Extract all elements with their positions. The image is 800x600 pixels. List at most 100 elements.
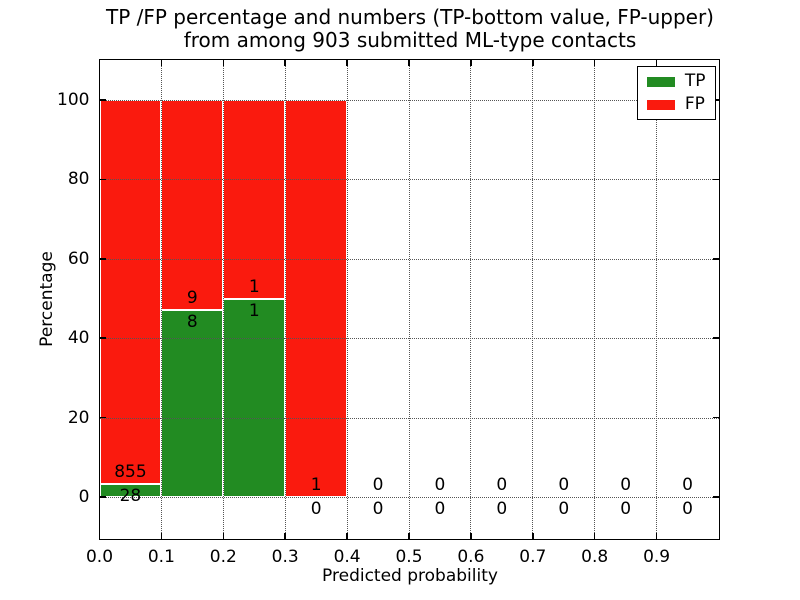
- y-tick-mark: [99, 337, 106, 339]
- gridline-x: [408, 60, 410, 539]
- gridline-x: [594, 60, 596, 539]
- chart-title: TP /FP percentage and numbers (TP-bottom…: [100, 6, 720, 52]
- x-tick-label: 0.0: [85, 547, 114, 567]
- chart-title-line2: from among 903 submitted ML-type contact…: [183, 28, 637, 52]
- gridline-x: [470, 60, 472, 539]
- x-tick-mark: [284, 60, 286, 66]
- gridline-x: [284, 60, 286, 539]
- tp-count-label: 0: [310, 499, 322, 519]
- fp-count-label: 0: [496, 475, 508, 495]
- x-tick-mark: [98, 533, 101, 539]
- tp-count-label: 0: [558, 499, 570, 519]
- tp-count-label: 0: [620, 499, 632, 519]
- y-tick-label: 100: [57, 90, 90, 110]
- x-tick-mark: [408, 533, 410, 539]
- gridline-x: [160, 60, 162, 539]
- x-tick-mark: [160, 533, 163, 539]
- gridline-y: [99, 417, 719, 419]
- y-tick-mark: [712, 258, 719, 260]
- bar-segment-fp: [285, 100, 348, 497]
- x-tick-mark: [98, 60, 101, 66]
- x-tick-mark: [160, 60, 163, 66]
- x-tick-label: 0.8: [581, 547, 609, 567]
- y-tick-label: 0: [78, 487, 90, 507]
- x-tick-label: 0.3: [271, 547, 299, 567]
- x-tick-label: 0.1: [147, 547, 175, 567]
- fp-legend-swatch: [646, 99, 675, 110]
- y-tick-mark: [99, 416, 106, 419]
- x-tick-label: 0.6: [457, 547, 485, 567]
- x-tick-mark: [222, 60, 225, 66]
- y-tick-mark: [712, 99, 719, 101]
- gridline-x: [346, 60, 348, 539]
- x-tick-mark: [655, 533, 658, 539]
- bar-segment-tp: [161, 310, 224, 497]
- bar-segment-fp: [223, 100, 286, 299]
- x-tick-mark: [222, 533, 225, 539]
- fp-count-label: 0: [372, 475, 384, 495]
- x-tick-mark: [470, 60, 472, 66]
- y-tick-mark: [99, 496, 106, 498]
- x-tick-label: 0.2: [209, 547, 237, 567]
- y-tick-mark: [99, 178, 106, 181]
- tp-count-label: 8: [186, 312, 198, 333]
- gridline-x: [532, 60, 534, 539]
- tp-count-label: 0: [682, 499, 693, 519]
- tp-count-label: 0: [434, 499, 446, 519]
- x-axis-label: Predicted probability: [322, 566, 498, 586]
- y-tick-mark: [99, 99, 106, 101]
- tp-count-label: 0: [496, 499, 508, 519]
- x-tick-label: 0.5: [395, 547, 423, 567]
- fp-count-label: 0: [434, 475, 446, 495]
- tp-count-label: 0: [372, 499, 384, 519]
- x-tick-mark: [346, 60, 348, 66]
- gridline-y: [99, 338, 719, 340]
- fp-count-label: 1: [310, 475, 322, 495]
- x-tick-mark: [532, 533, 534, 539]
- bar-segment-fp: [161, 100, 224, 311]
- fp-count-label: 0: [620, 475, 632, 495]
- y-tick-mark: [712, 337, 719, 339]
- y-tick-label: 40: [67, 328, 90, 349]
- fp-count-label: 0: [558, 475, 570, 495]
- gridline-x: [222, 60, 224, 539]
- x-tick-mark: [593, 533, 596, 539]
- x-tick-mark: [655, 60, 658, 66]
- x-tick-mark: [470, 533, 472, 539]
- gridline-y: [99, 497, 719, 498]
- y-tick-mark: [712, 496, 719, 498]
- fp-count-label: 0: [682, 475, 693, 495]
- tp-count-label: 1: [248, 300, 260, 321]
- x-tick-label: 0.9: [643, 547, 671, 567]
- y-tick-label: 80: [67, 169, 90, 190]
- tp-legend-swatch: [646, 76, 675, 87]
- x-tick-mark: [284, 533, 286, 539]
- gridline-y: [99, 100, 719, 101]
- bar-segment-fp: [99, 100, 162, 485]
- x-tick-mark: [408, 60, 410, 66]
- plot-area: TP FP 0.0 0.1 0.2 0.3 0.4 0.5 0.6 0.7 0.8 0.9 0 20 4…: [57, 59, 720, 567]
- legend-label-fp: FP: [684, 94, 705, 114]
- y-tick-label: 20: [67, 407, 90, 428]
- gridline-y: [99, 258, 719, 260]
- legend-item-fp: FP: [646, 94, 706, 114]
- fp-count-label: 1: [248, 276, 260, 297]
- x-tick-label: 0.7: [519, 547, 547, 567]
- gridline-x: [656, 60, 658, 539]
- y-tick-mark: [712, 416, 719, 419]
- bar-segment-tp: [223, 298, 286, 497]
- fp-count-label: 855: [114, 462, 147, 483]
- x-tick-label: 0.4: [333, 547, 361, 567]
- legend: TP FP: [636, 66, 716, 120]
- x-tick-mark: [346, 533, 348, 539]
- fp-count-label: 9: [186, 288, 198, 309]
- y-tick-mark: [712, 178, 719, 181]
- y-tick-label: 60: [67, 248, 90, 269]
- x-tick-mark: [532, 60, 534, 66]
- y-tick-mark: [99, 258, 106, 260]
- tp-count-label: 28: [119, 486, 142, 507]
- chart-title-line1: TP /FP percentage and numbers (TP-bottom…: [106, 5, 714, 29]
- x-tick-mark: [593, 60, 596, 66]
- gridline-y: [99, 179, 719, 181]
